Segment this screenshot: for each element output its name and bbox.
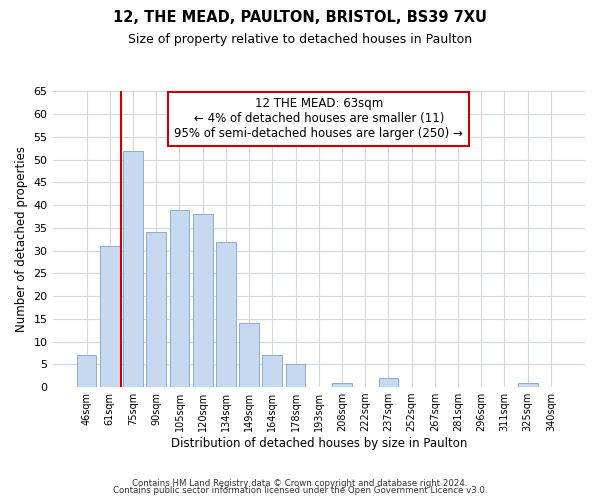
Bar xyxy=(146,232,166,387)
Y-axis label: Number of detached properties: Number of detached properties xyxy=(15,146,28,332)
Bar xyxy=(77,356,97,387)
Text: Contains public sector information licensed under the Open Government Licence v3: Contains public sector information licen… xyxy=(113,486,487,495)
Bar xyxy=(262,356,282,387)
Bar xyxy=(193,214,212,387)
Text: Contains HM Land Registry data © Crown copyright and database right 2024.: Contains HM Land Registry data © Crown c… xyxy=(132,478,468,488)
Text: 12 THE MEAD: 63sqm
← 4% of detached houses are smaller (11)
95% of semi-detached: 12 THE MEAD: 63sqm ← 4% of detached hous… xyxy=(175,98,463,140)
Bar xyxy=(518,382,538,387)
Bar xyxy=(216,242,236,387)
Text: 12, THE MEAD, PAULTON, BRISTOL, BS39 7XU: 12, THE MEAD, PAULTON, BRISTOL, BS39 7XU xyxy=(113,10,487,25)
Bar xyxy=(332,382,352,387)
X-axis label: Distribution of detached houses by size in Paulton: Distribution of detached houses by size … xyxy=(170,437,467,450)
Bar xyxy=(170,210,190,387)
Bar xyxy=(100,246,119,387)
Text: Size of property relative to detached houses in Paulton: Size of property relative to detached ho… xyxy=(128,32,472,46)
Bar xyxy=(286,364,305,387)
Bar xyxy=(379,378,398,387)
Bar xyxy=(239,324,259,387)
Bar xyxy=(123,150,143,387)
